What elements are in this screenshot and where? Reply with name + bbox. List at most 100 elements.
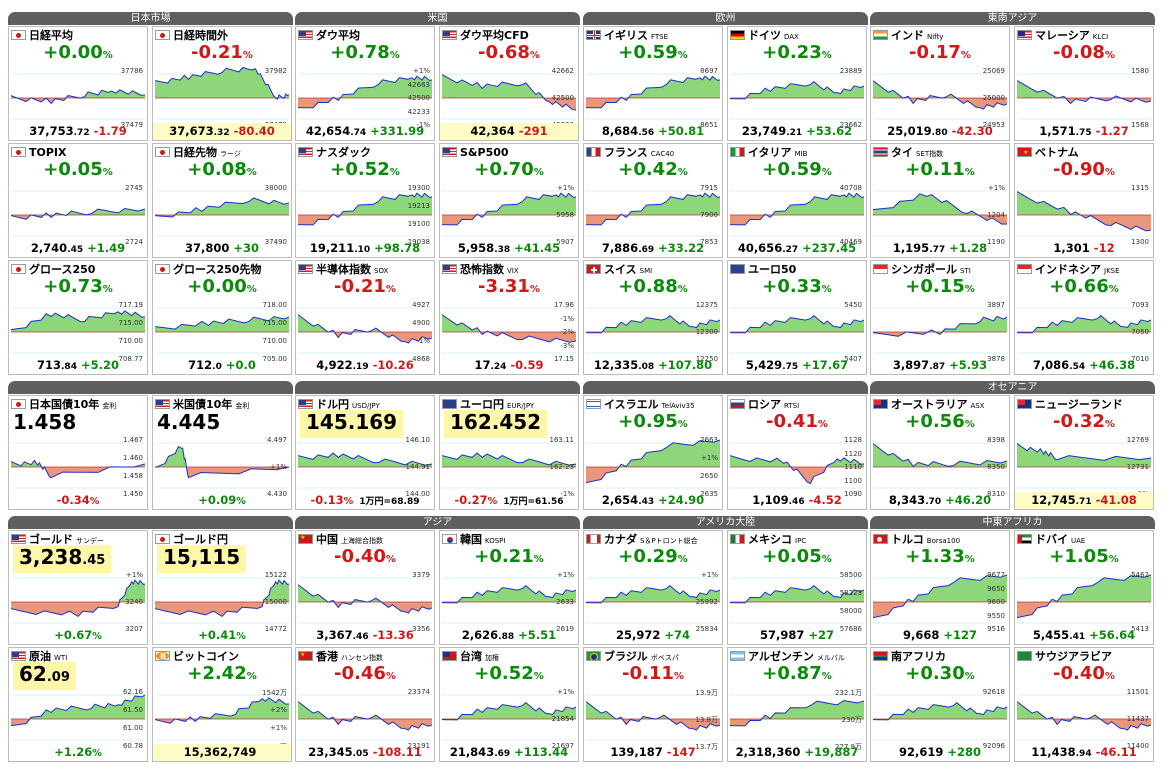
market-tile[interactable]: サウジアラビア 11501 11437 11400 -0.40% 11,438.94 -4… xyxy=(1014,647,1154,762)
market-tile[interactable]: ★ ベトナム 1315 1300 -0.90% 1,301 -12 xyxy=(1014,143,1154,258)
price-decimals: .41 xyxy=(1069,632,1086,642)
tile-title: フランス CAC40 xyxy=(586,146,674,160)
market-tile[interactable]: ロシア RTSI 1128 1120 1110 1100 1090 -0.41% 1,109.… xyxy=(727,395,867,510)
axis-label: 9677 xyxy=(987,571,1005,579)
price-value: 5,958 xyxy=(457,241,495,255)
market-tile[interactable]: ゴールド円 15122 15000 14772 15,115 +0.41% xyxy=(152,530,292,645)
price-change: +1.28 xyxy=(949,241,988,255)
price-change: +5.51 xyxy=(518,628,557,642)
market-tile[interactable]: S&P500 +1% 5958 5907 +0.70% 5,958.38 +41.45 xyxy=(439,143,579,258)
market-subtitle: 上海総合指数 xyxy=(341,537,383,545)
market-tile[interactable]: ナスダック 19300 19213 19100 19038 +0.52% 19,211.1… xyxy=(295,143,435,258)
market-subtitle: VIX xyxy=(507,267,519,275)
market-tile[interactable]: アルゼンチン メルバル 232.1万 230万 227.9万 +0.87% 2,318,3… xyxy=(727,647,867,762)
market-tile[interactable]: マレーシア KLCI 1580 1568 -0.08% 1,571.75 -1.27 xyxy=(1014,26,1154,141)
market-tile[interactable]: グロース250先物 718.00 715.00 710.00 705.00 +0.00%… xyxy=(152,260,292,375)
tile-footer: 12,335.08 +107.80 xyxy=(584,357,722,374)
axis-label: 21697 xyxy=(551,742,574,750)
price-value: 5,429 xyxy=(745,358,783,372)
tile-title: ユーロ50 xyxy=(730,263,799,277)
price-chart xyxy=(298,299,432,359)
market-tile[interactable]: タイ SET指数 +1% 1204 1190 +0.11% 1,195.77 +1.28 xyxy=(870,143,1010,258)
axis-label: 57686 xyxy=(839,625,862,633)
market-tile[interactable]: スイス SMI 12375 12300 12250 +0.88% 12,335.08 +10… xyxy=(583,260,723,375)
axis-label: 1542万 xyxy=(262,689,287,697)
market-tile[interactable]: 恐怖指数 VIX 17.96 -1% -2% -3% 17.15 -3.31% 17.24 -0… xyxy=(439,260,579,375)
market-subtitle: EUR/JPY xyxy=(507,402,535,410)
market-tile[interactable]: イスラエル TelAviv35 2663 +1% 2650 2635 +0.95% 2,65… xyxy=(583,395,723,510)
price-chart xyxy=(442,569,576,629)
axis-label: 4927 xyxy=(412,301,430,309)
market-tile[interactable]: 米国債10年 金利 4.497 +1% 4.430 4.445 +0.09% xyxy=(152,395,292,510)
market-tile[interactable]: 日本国債10年 金利 1.467 1.460 1.458 1.450 1.458 -0.34… xyxy=(8,395,148,510)
market-tile[interactable]: 半導体指数 SOX 4927 4900 -1% 4868 -0.21% 4,922.19 -1… xyxy=(295,260,435,375)
price-chart xyxy=(730,569,864,629)
axis-label: 11437 xyxy=(1126,715,1149,723)
price-change: -41.08 xyxy=(1095,493,1137,507)
tile-footer: 19,211.10 +98.78 xyxy=(296,240,434,257)
market-group: 東南アジア インド Nifty 25069 25000 24953 -0.17% 25,01… xyxy=(870,12,1155,375)
market-tile[interactable]: ダウ平均 +1% 42663 42500 42233 -1% +0.78% 42,654.7… xyxy=(295,26,435,141)
market-subtitle: JKSE xyxy=(1104,267,1120,275)
market-tile[interactable]: ユーロ50 5450 5407 +0.33% 5,429.75 +17.67 xyxy=(727,260,867,375)
price-change: -108.11 xyxy=(372,745,422,759)
tile-footer: 23,749.21 +53.62 xyxy=(728,123,866,140)
market-tile[interactable]: 日経平均 37786 37479 +0.00% 37,753.72 -1.79 xyxy=(8,26,148,141)
change-percent: -0.68% xyxy=(478,42,540,63)
axis-label: -3% xyxy=(560,341,574,350)
axis-label: 13.8万 xyxy=(695,716,718,724)
market-tile[interactable]: グロース250 717.19 715.00 710.00 708.77 +0.73% 71… xyxy=(8,260,148,375)
price-chart xyxy=(298,686,432,746)
market-tile[interactable]: インドネシア JKSE 7093 7050 7010 +0.66% 7,086.54 +46… xyxy=(1014,260,1154,375)
change-percent: -0.34% xyxy=(56,493,100,507)
tile-title: ドバイ UAE xyxy=(1017,533,1085,547)
market-tile[interactable]: 韓国 KOSPI +1% 2633 2619 +0.21% 2,626.88 +5.51 xyxy=(439,530,579,645)
tile-title: ダウ平均CFD xyxy=(442,29,532,43)
market-tile[interactable]: オーストラリア ASX 8398 8350 8310 +0.56% 8,343.70 +46… xyxy=(870,395,1010,510)
market-tile[interactable]: ★ 香港 ハンセン指数 23374 23191 -0.46% 23,345.05 -108.… xyxy=(295,647,435,762)
price-chart xyxy=(11,569,145,629)
market-tile[interactable]: フランス CAC40 7915 7900 7853 +0.42% 7,886.69 +33.… xyxy=(583,143,723,258)
market-tile[interactable]: TOPIX 2745 2724 +0.05% 2,740.45 +1.49 xyxy=(8,143,148,258)
market-tile[interactable]: ニュージーランド 1276912731-1%-0.32%12,745.71-41… xyxy=(1014,395,1154,510)
market-tile[interactable]: ドバイ UAE 5462 5413 +1.05% 5,455.41 +56.64 xyxy=(1014,530,1154,645)
market-tile[interactable]: 台湾 加権 +1% 21854 21697 +0.52% 21,843.69 +113.44 xyxy=(439,647,579,762)
market-name: ゴールド xyxy=(29,533,73,546)
market-tile[interactable]: シンガポール STI 3897 3878 +0.15% 3,897.87 +5.93 xyxy=(870,260,1010,375)
market-tile[interactable]: ブラジル ボベスパ 13.9万 13.8万 13.7万 -0.11% 139,187 -14… xyxy=(583,647,723,762)
price-chart xyxy=(442,434,576,494)
price-value: 1,195 xyxy=(892,241,930,255)
flag-icon xyxy=(730,264,745,274)
market-tile[interactable]: ドル円 USD/JPY 146.10 144.91 144.00 145.169 -0.1… xyxy=(295,395,435,510)
market-tile[interactable]: 日経時間外 3798237479-0.21%37,673.32-80.40 xyxy=(152,26,292,141)
market-tile[interactable]: トルコ Borsa100 9677 9650 9600 9550 9516 +1.33% 9,… xyxy=(870,530,1010,645)
flag-icon xyxy=(873,264,888,274)
market-tile[interactable]: 日経先物 ラージ 38000 37490 +0.08% 37,800 +30 xyxy=(152,143,292,258)
tile-footer: 21,843.69 +113.44 xyxy=(440,744,578,761)
axis-label: 9550 xyxy=(987,611,1005,620)
market-name: シンガポール xyxy=(891,263,957,276)
market-tile[interactable]: インド Nifty 25069 25000 24953 -0.17% 25,019.80-… xyxy=(870,26,1010,141)
market-tile[interactable]: イギリス FTSE 8697 8651 +0.59% 8,684.56 +50.81 xyxy=(583,26,723,141)
market-tile[interactable]: ★ 中国 上海総合指数 3379 3356 -0.40% 3,367.46 -13.36 xyxy=(295,530,435,645)
tile-title: オーストラリア ASX xyxy=(873,398,984,412)
price-value: 1,571 xyxy=(1039,124,1076,138)
market-tile[interactable]: メキシコ IPC 58500 58223 58000 57686 +0.05% 57,987… xyxy=(727,530,867,645)
market-tile[interactable]: 南アフリカ 92618 92096 +0.30% 92,619 +280 xyxy=(870,647,1010,762)
market-tile[interactable]: ダウ平均CFD 426624250042229-0.68%42,364-291 xyxy=(439,26,579,141)
flag-icon xyxy=(873,399,888,409)
market-tile[interactable]: ユーロ円 EUR/JPY 163.11 162.23 -1% 162.452 -0.27%… xyxy=(439,395,579,510)
market-name: タイ xyxy=(891,146,913,159)
tile-footer: 2,740.45 +1.49 xyxy=(9,240,147,257)
market-tile[interactable]: 原油 WTI 62.16 61.50 61.00 60.78 62.09 +1.26% xyxy=(8,647,148,762)
axis-label: 1090 xyxy=(844,490,862,498)
market-tile[interactable]: ゴールド サンデー +1% 3240 3207 3,238.45 +0.67% xyxy=(8,530,148,645)
axis-label: 710.00 xyxy=(262,337,288,345)
price-value: 15,362,749 xyxy=(183,745,257,759)
price-chart xyxy=(11,299,145,359)
price-decimals: .19 xyxy=(352,362,369,372)
market-tile[interactable]: カナダ S＆Pトロント総合 +1% 25992 25834 +0.29% 25,972 +7… xyxy=(583,530,723,645)
market-tile[interactable]: イタリア MIB 40708 40469 +0.59% 40,656.27 +237.45 xyxy=(727,143,867,258)
market-tile[interactable]: ドイツ DAX 23889 23662 +0.23% 23,749.21 +53.62 xyxy=(727,26,867,141)
